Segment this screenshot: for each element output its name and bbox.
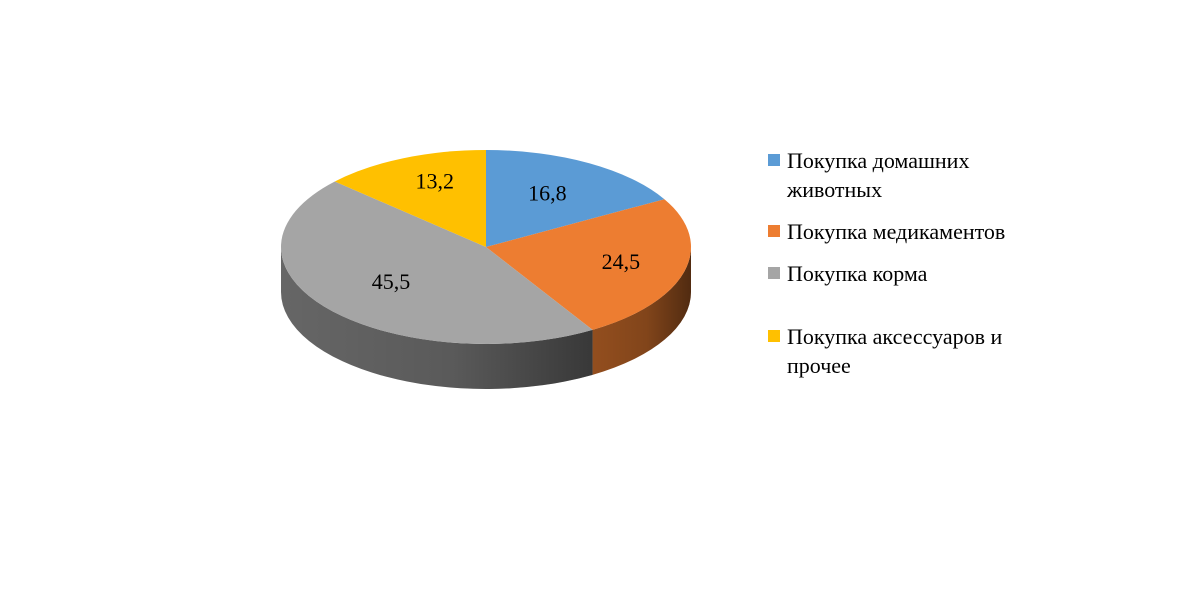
legend-item-accessories: Покупка аксессуаров и прочее — [768, 322, 1068, 380]
pie-tops — [281, 150, 692, 344]
pie-slice-pets — [486, 150, 665, 247]
legend-item-medicine: Покупка медикаментов — [768, 217, 1068, 246]
legend-label-food: Покупка корма — [787, 261, 928, 286]
legend-swatch-medicine — [768, 225, 780, 237]
legend-label-accessories: Покупка аксессуаров и прочее — [787, 324, 1003, 378]
data-label-medicine: 24,5 — [602, 249, 641, 274]
legend-item-food: Покупка корма — [768, 259, 1068, 288]
legend-label-pets: Покупка домашних животных — [787, 148, 970, 202]
legend-swatch-accessories — [768, 330, 780, 342]
data-label-food: 45,5 — [372, 269, 411, 294]
pie-side-shade-medicine — [592, 247, 691, 375]
pie-side-shade-food — [281, 247, 593, 389]
pie-slice-accessories — [334, 150, 486, 247]
pie-slice-food — [281, 181, 593, 344]
pie-data-labels: 16,8 24,5 45,5 13,2 — [372, 168, 640, 293]
legend-label-medicine: Покупка медикаментов — [787, 219, 1006, 244]
data-label-pets: 16,8 — [528, 181, 567, 206]
pie-sides — [281, 247, 691, 389]
legend-swatch-pets — [768, 154, 780, 166]
legend: Покупка домашних животных Покупка медика… — [768, 146, 1068, 380]
pie-slice-medicine — [486, 199, 692, 330]
legend-item-pets: Покупка домашних животных — [768, 146, 1068, 204]
data-label-accessories: 13,2 — [416, 168, 455, 193]
legend-swatch-food — [768, 267, 780, 279]
